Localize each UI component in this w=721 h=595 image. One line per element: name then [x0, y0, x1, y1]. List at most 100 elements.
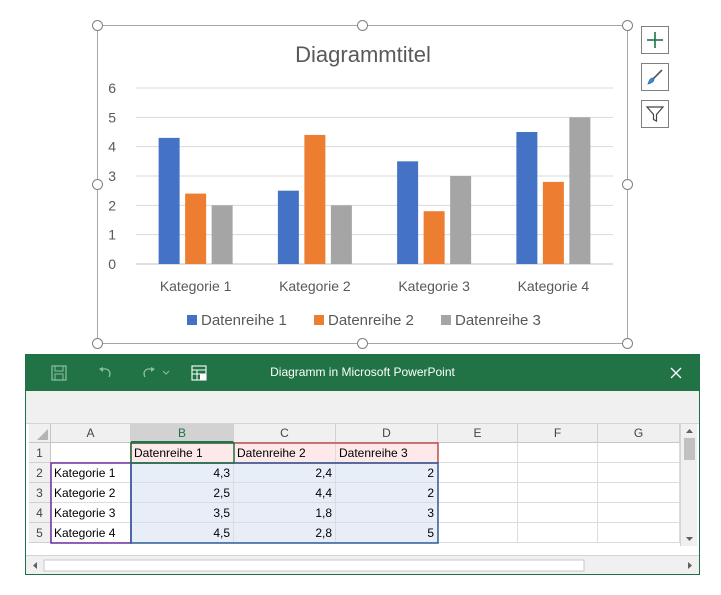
y-tick-label: 1 — [108, 227, 116, 243]
resize-handle-top-left[interactable] — [92, 20, 103, 31]
close-icon[interactable] — [668, 365, 684, 381]
paintbrush-icon — [647, 69, 663, 85]
window-titlebar[interactable]: Diagramm in Microsoft PowerPoint — [26, 355, 699, 391]
bar-1-2[interactable] — [277, 190, 299, 264]
cell-G1[interactable] — [598, 443, 680, 463]
scroll-down-icon — [686, 537, 693, 541]
bar-3-1[interactable] — [211, 205, 233, 264]
column-header-G[interactable]: G — [598, 424, 680, 443]
select-all-corner[interactable] — [29, 424, 51, 443]
edit-data-icon[interactable] — [190, 364, 208, 382]
chart-elements-button[interactable] — [641, 26, 669, 54]
bar-2-3[interactable] — [423, 211, 445, 264]
legend-swatch — [314, 315, 324, 325]
x-tick-label: Kategorie 4 — [518, 278, 590, 294]
scroll-right-icon — [688, 562, 692, 569]
window-title: Diagramm in Microsoft PowerPoint — [270, 365, 455, 379]
funnel-icon — [645, 106, 665, 122]
spreadsheet-grid[interactable]: A B C D E F G 1 Datenreihe 1 Datenreihe 2 Datenrei… — [26, 424, 699, 555]
cell-E1[interactable] — [438, 443, 518, 463]
x-tick-label: Kategorie 3 — [398, 278, 470, 294]
cell-B1[interactable]: Datenreihe 1 — [131, 443, 234, 463]
cell-F2[interactable] — [518, 463, 598, 483]
bar-3-2[interactable] — [330, 205, 352, 264]
bar-2-1[interactable] — [185, 193, 207, 264]
cell-G2[interactable] — [598, 463, 680, 483]
cell-B2[interactable]: 4,3 — [131, 463, 234, 483]
series-name-range — [130, 442, 439, 464]
cell-E2[interactable] — [438, 463, 518, 483]
bar-1-3[interactable] — [397, 161, 419, 264]
y-tick-label: 5 — [108, 109, 116, 125]
chart-svg: Diagrammtitel 0 1 2 3 4 5 6 Kategorie 1 Kategor… — [108, 42, 613, 329]
bar-2-2[interactable] — [304, 134, 326, 264]
cell-B4[interactable]: 3,5 — [131, 503, 234, 523]
save-icon[interactable] — [50, 364, 68, 382]
cell-F4[interactable] — [518, 503, 598, 523]
formula-bar-area — [26, 391, 699, 424]
values-range — [130, 462, 439, 544]
y-tick-label: 2 — [108, 197, 116, 213]
cell-C3[interactable]: 4,4 — [234, 483, 336, 503]
cell-C2[interactable]: 2,4 — [234, 463, 336, 483]
chart-area[interactable]: Diagrammtitel 0 1 2 3 4 5 6 Kategorie 1 Kategor… — [97, 25, 628, 344]
resize-handle-top-center[interactable] — [357, 20, 368, 31]
resize-handle-bottom-center[interactable] — [357, 338, 368, 349]
resize-handle-bottom-left[interactable] — [92, 338, 103, 349]
cell-E3[interactable] — [438, 483, 518, 503]
scroll-thumb — [684, 438, 695, 460]
cell-F5[interactable] — [518, 523, 598, 543]
plus-icon — [647, 32, 663, 48]
cell-G5[interactable] — [598, 523, 680, 543]
y-tick-label: 6 — [108, 80, 116, 96]
column-header-E[interactable]: E — [438, 424, 518, 443]
undo-icon[interactable] — [96, 364, 114, 382]
legend-swatch — [441, 315, 451, 325]
cell-E4[interactable] — [438, 503, 518, 523]
resize-handle-middle-right[interactable] — [622, 179, 633, 190]
resize-handle-bottom-right[interactable] — [622, 338, 633, 349]
x-tick-label: Kategorie 1 — [160, 278, 232, 294]
chart-filters-button[interactable] — [641, 100, 669, 128]
cell-C4[interactable]: 1,8 — [234, 503, 336, 523]
row-header-1[interactable]: 1 — [29, 443, 51, 463]
chevron-down-icon[interactable] — [162, 369, 170, 377]
cell-F3[interactable] — [518, 483, 598, 503]
cell-G4[interactable] — [598, 503, 680, 523]
data-range-highlight — [50, 442, 439, 544]
bar-1-4[interactable] — [516, 132, 538, 264]
legend-entry[interactable]: Datenreihe 3 — [455, 312, 541, 329]
chart-styles-button[interactable] — [641, 63, 669, 91]
legend-swatch — [187, 315, 197, 325]
legend-entry[interactable]: Datenreihe 2 — [328, 312, 414, 329]
cell-F1[interactable] — [518, 443, 598, 463]
cell-B3[interactable]: 2,5 — [131, 483, 234, 503]
bar-3-3[interactable] — [450, 176, 472, 264]
bar-1-1[interactable] — [158, 137, 180, 264]
scroll-left-icon — [33, 562, 37, 569]
bar-2-4[interactable] — [542, 181, 564, 264]
vertical-scrollbar[interactable] — [680, 424, 697, 546]
bar-3-4[interactable] — [569, 117, 591, 264]
y-tick-label: 3 — [108, 168, 116, 184]
x-tick-label: Kategorie 2 — [279, 278, 351, 294]
active-cell — [130, 442, 235, 464]
scroll-thumb-horizontal — [43, 559, 585, 572]
resize-handle-middle-left[interactable] — [92, 179, 103, 190]
column-header-A[interactable]: A — [51, 424, 131, 443]
column-header-B[interactable]: B — [131, 424, 234, 443]
legend-entry[interactable]: Datenreihe 1 — [201, 312, 287, 329]
chart-title[interactable]: Diagrammtitel — [295, 42, 431, 67]
y-tick-label: 4 — [108, 139, 116, 155]
redo-icon[interactable] — [140, 364, 158, 382]
y-tick-label: 0 — [108, 256, 116, 272]
cell-E5[interactable] — [438, 523, 518, 543]
corner-triangle-icon — [37, 429, 48, 440]
column-header-F[interactable]: F — [518, 424, 598, 443]
horizontal-scrollbar[interactable] — [26, 555, 699, 574]
resize-handle-top-right[interactable] — [622, 20, 633, 31]
cell-G3[interactable] — [598, 483, 680, 503]
category-range — [50, 462, 132, 544]
scroll-up-icon — [686, 429, 693, 433]
